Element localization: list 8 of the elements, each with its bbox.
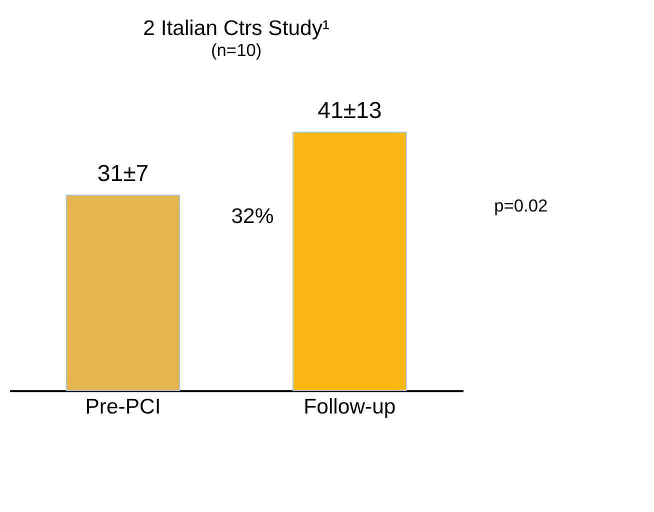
x-tick-label: Follow-up xyxy=(304,395,396,418)
chart-subtitle: (n=10) xyxy=(210,40,262,60)
chart-title: 2 Italian Ctrs Study¹ xyxy=(143,16,330,40)
data-label: 41±13 xyxy=(318,96,382,123)
data-label: 31±7 xyxy=(97,160,149,186)
text: p=0.02 xyxy=(494,196,548,216)
annotation: 32% xyxy=(231,205,274,228)
x-tick-label: Pre-PCI xyxy=(85,395,161,418)
